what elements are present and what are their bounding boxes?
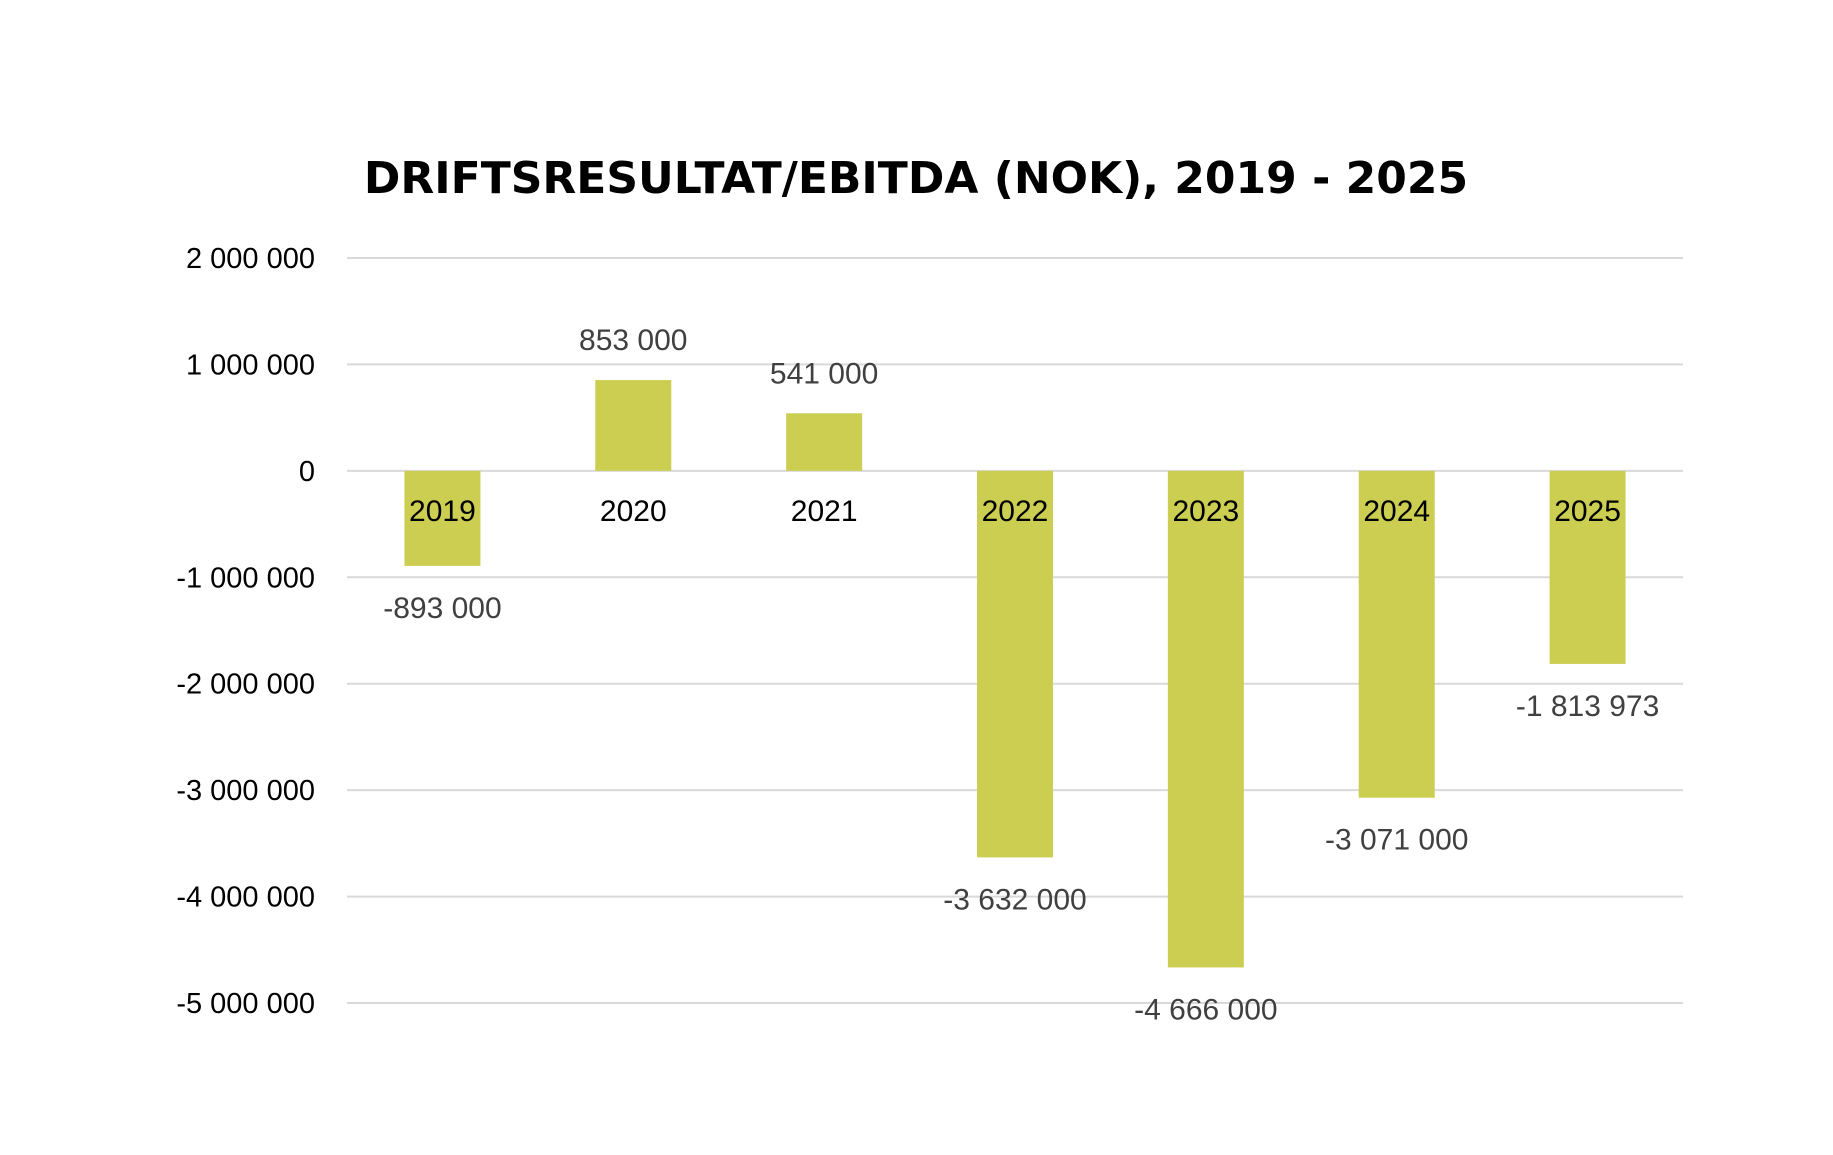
data-label: 853 000 [579,324,687,357]
y-axis-tick-labels: 2 000 000 1 000 000 0 -1 000 000 -2 000 000 -… [176,243,315,1020]
x-tick-label: 2019 [409,495,476,528]
bar-2019 [404,470,481,566]
data-labels: -893 000 853 000 541 000 -3 632 000 -4 666 0… [383,324,1659,1026]
x-tick-label: 2022 [982,495,1049,528]
y-tick-label: -3 000 000 [176,775,315,807]
y-tick-label: -1 000 000 [176,562,315,594]
data-label: -3 071 000 [1325,824,1468,857]
y-tick-label: 1 000 000 [186,349,315,381]
x-tick-label: 2025 [1554,495,1621,528]
bar-2024 [1358,470,1435,798]
bar-2025 [1549,470,1626,664]
data-label: -893 000 [383,592,501,625]
x-tick-label: 2023 [1172,495,1239,528]
y-tick-label: 0 [299,456,315,488]
bar-2022 [977,470,1053,858]
x-tick-label: 2020 [600,495,667,528]
x-axis-tick-labels: 2019 2020 2021 2022 2023 2024 2025 [409,495,1621,528]
x-tick-label: 2024 [1363,495,1430,528]
y-tick-label: -5 000 000 [176,988,315,1020]
data-label: -1 813 973 [1516,690,1659,723]
y-tick-label: 2 000 000 [186,243,315,275]
bars [404,380,1626,968]
bar-2021 [786,413,863,471]
bar-2023 [1167,470,1244,968]
bar-2020 [595,380,672,471]
y-tick-label: -2 000 000 [176,669,315,701]
data-label: -4 666 000 [1134,993,1277,1026]
data-label: 541 000 [770,357,878,390]
chart-title: DRIFTSRESULTAT/EBITDA (NOK), 2019 - 2025 [364,153,1468,204]
x-tick-label: 2021 [791,495,858,528]
data-label: -3 632 000 [943,883,1086,916]
y-tick-label: -4 000 000 [176,882,315,914]
